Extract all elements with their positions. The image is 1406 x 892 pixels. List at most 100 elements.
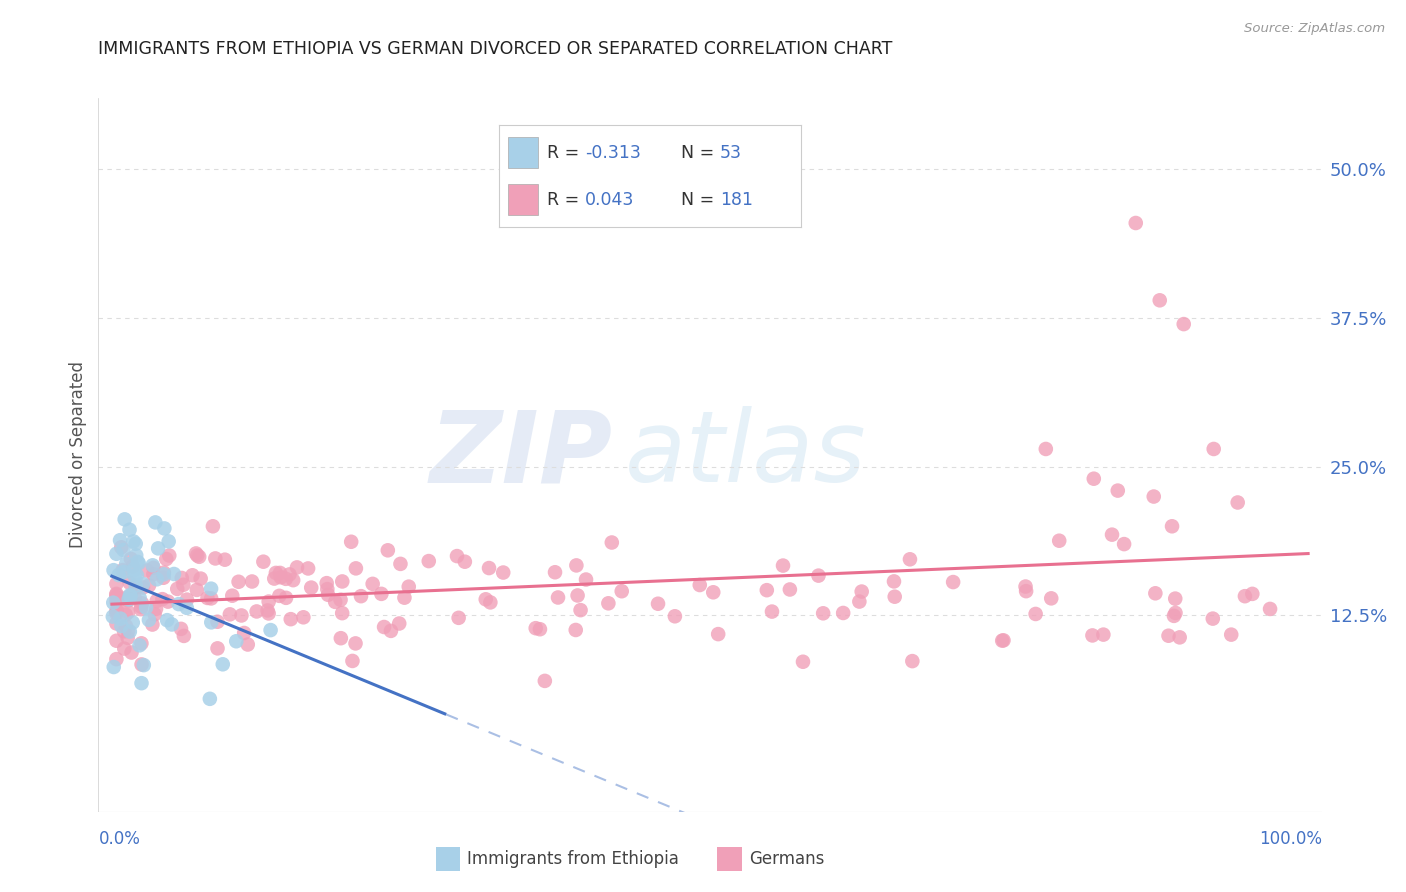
Point: [117, 624, 139, 639]
Text: IMMIGRANTS FROM ETHIOPIA VS GERMAN DIVORCED OR SEPARATED CORRELATION CHART: IMMIGRANTS FROM ETHIOPIA VS GERMAN DIVOR…: [98, 40, 893, 58]
Point: [524, 621, 547, 635]
Point: [330, 606, 353, 620]
Point: [329, 592, 352, 607]
Point: [118, 588, 141, 602]
Point: [204, 551, 226, 566]
Point: [1092, 627, 1115, 641]
Point: [330, 574, 353, 589]
Point: [120, 589, 142, 603]
Point: [647, 597, 669, 611]
Point: [112, 641, 135, 656]
Point: [146, 572, 169, 586]
Point: [342, 654, 364, 668]
Point: [145, 516, 167, 530]
Point: [131, 657, 153, 672]
Text: 0.0%: 0.0%: [98, 830, 141, 847]
Point: [942, 575, 965, 590]
Point: [186, 549, 208, 563]
Point: [883, 574, 905, 589]
Point: [105, 591, 128, 605]
Point: [181, 568, 204, 582]
Point: [236, 638, 259, 652]
Point: [135, 600, 157, 615]
Point: [707, 627, 730, 641]
Point: [600, 535, 623, 549]
Text: N =: N =: [681, 191, 720, 209]
Point: [567, 589, 589, 603]
Point: [474, 592, 496, 607]
Point: [270, 570, 292, 584]
Point: [1168, 631, 1191, 645]
Text: R =: R =: [547, 191, 585, 209]
Point: [197, 591, 219, 605]
Point: [105, 633, 128, 648]
Point: [167, 597, 190, 611]
Point: [388, 616, 411, 631]
Point: [184, 546, 207, 560]
Point: [329, 631, 352, 645]
Point: [143, 607, 166, 622]
Point: [1047, 533, 1070, 548]
Point: [200, 615, 222, 630]
Point: [101, 609, 124, 624]
Bar: [436, 847, 461, 871]
Point: [156, 613, 179, 627]
Point: [136, 564, 159, 578]
Point: [280, 612, 302, 626]
Point: [121, 646, 143, 660]
Point: [125, 549, 148, 563]
Point: [569, 603, 592, 617]
Point: [105, 547, 128, 561]
Point: [1163, 608, 1185, 623]
Point: [901, 654, 924, 668]
Point: [121, 559, 143, 574]
Point: [105, 607, 128, 621]
Point: [131, 676, 153, 690]
Point: [198, 691, 221, 706]
Point: [110, 541, 132, 555]
Point: [664, 609, 686, 624]
Point: [211, 657, 233, 672]
Point: [160, 617, 183, 632]
Point: [1144, 586, 1167, 600]
Point: [575, 573, 598, 587]
Point: [323, 595, 346, 609]
Text: 181: 181: [720, 191, 752, 209]
Point: [1015, 584, 1038, 599]
Point: [218, 607, 240, 622]
Point: [1107, 483, 1129, 498]
Point: [1157, 629, 1180, 643]
Point: [120, 552, 142, 566]
Point: [186, 582, 208, 597]
Point: [163, 566, 186, 581]
Point: [755, 583, 778, 598]
Point: [112, 624, 135, 639]
Point: [131, 596, 153, 610]
Point: [105, 588, 128, 602]
Y-axis label: Divorced or Separated: Divorced or Separated: [69, 361, 87, 549]
Point: [565, 558, 588, 573]
Point: [128, 556, 150, 570]
Point: [153, 566, 176, 580]
Point: [118, 523, 141, 537]
Point: [257, 607, 280, 621]
Point: [115, 619, 138, 633]
Point: [315, 576, 337, 591]
Point: [118, 624, 141, 639]
Point: [1081, 628, 1104, 642]
Point: [142, 558, 165, 573]
Point: [851, 584, 873, 599]
Point: [446, 549, 468, 563]
Point: [176, 600, 198, 615]
Point: [125, 568, 148, 582]
Point: [274, 591, 297, 605]
Point: [534, 673, 557, 688]
Point: [225, 634, 247, 648]
Point: [103, 660, 125, 674]
Point: [811, 607, 834, 621]
Point: [127, 555, 149, 569]
Point: [361, 577, 384, 591]
Point: [105, 616, 128, 631]
Point: [145, 594, 167, 608]
Text: Source: ZipAtlas.com: Source: ZipAtlas.com: [1244, 22, 1385, 36]
